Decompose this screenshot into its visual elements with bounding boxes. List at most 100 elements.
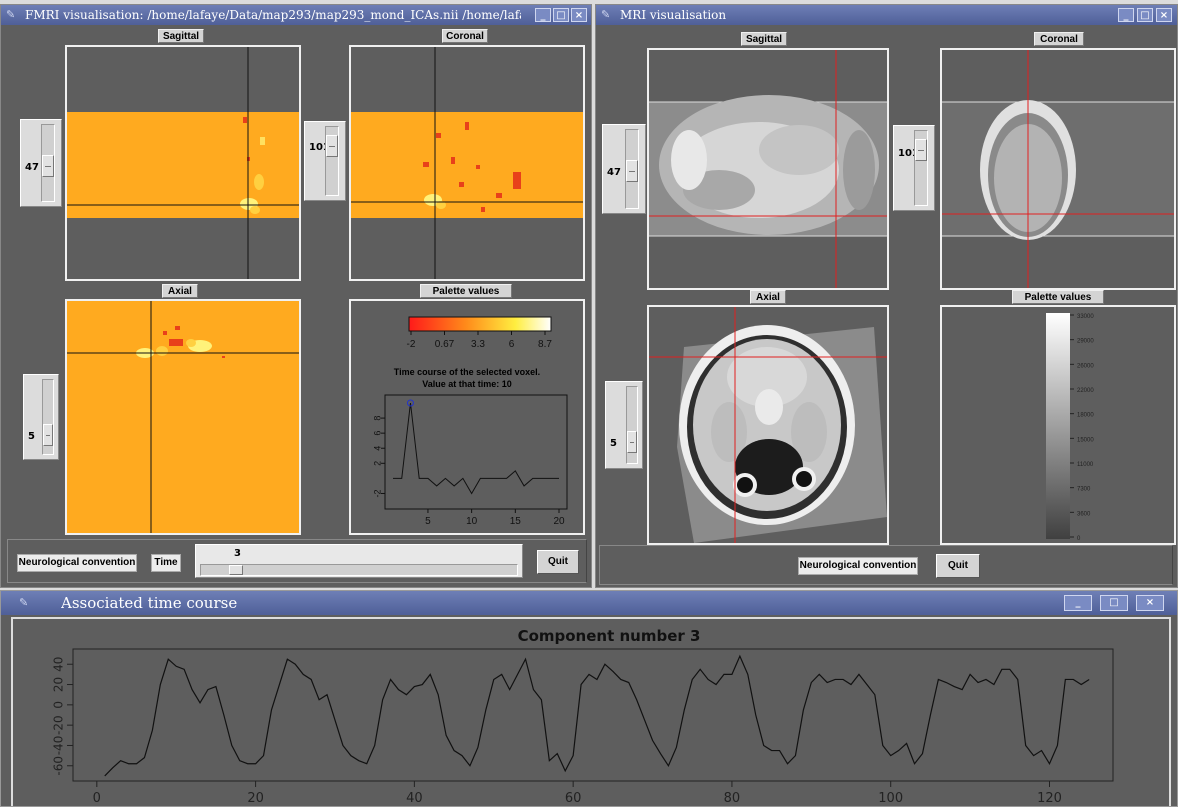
palette-tick-label: 15000 <box>1077 437 1094 443</box>
mri-titlebar[interactable]: ✎ MRI visualisation _ □ × <box>596 5 1177 25</box>
palette-tick-label: 3.3 <box>471 339 485 350</box>
slider-trough[interactable] <box>626 386 638 464</box>
x-tick-label: 100 <box>878 791 903 806</box>
component-plot-frame <box>72 648 1114 782</box>
slider-value: 5 <box>28 431 35 442</box>
y-tick-label: 2 <box>372 461 382 466</box>
palette-tick-label: 29000 <box>1077 339 1094 345</box>
x-tick-label: 120 <box>1037 791 1062 806</box>
palette-tick-label: 0 <box>1077 536 1081 542</box>
palette-tick-label: 18000 <box>1077 413 1094 419</box>
y-tick-label: 4 <box>372 446 382 451</box>
close-icon[interactable]: × <box>571 8 587 22</box>
quit-button[interactable]: Quit <box>537 550 579 574</box>
time-slider-thumb[interactable] <box>229 565 243 575</box>
palette-tick-label: 3600 <box>1077 511 1091 517</box>
time-slider-trough[interactable] <box>200 564 518 576</box>
palette-tick-label: 7300 <box>1077 487 1091 493</box>
palette-tick-label: 8.7 <box>538 339 552 350</box>
fmri-axial-view[interactable] <box>65 299 301 535</box>
mri-sagittal-view[interactable] <box>647 48 889 290</box>
mri-axial-view[interactable] <box>647 305 889 545</box>
x-tick-label: 20 <box>553 516 565 527</box>
y-tick-label: -60 <box>52 756 66 776</box>
mri-coronal-image <box>942 50 1174 288</box>
neurological-convention-label: Neurological convention <box>798 557 918 575</box>
mri-coronal-slider[interactable]: 101 <box>893 125 935 211</box>
mri-coronal-label: Coronal <box>1034 32 1084 46</box>
timecourse-title-line1: Time course of the selected voxel. <box>394 367 540 377</box>
maximize-icon[interactable]: □ <box>1100 595 1128 611</box>
palette-tick-label: 33000 <box>1077 314 1094 320</box>
minimize-icon[interactable]: _ <box>535 8 551 22</box>
maximize-icon[interactable]: □ <box>1137 8 1153 22</box>
palette-tick-label: 6 <box>509 339 515 350</box>
app-icon: ✎ <box>6 8 16 21</box>
slider-thumb[interactable] <box>42 155 54 177</box>
x-tick-label: 10 <box>466 516 478 527</box>
x-tick-label: 60 <box>565 791 582 806</box>
fmri-palette-plot: -2 0.67 3.3 6 8.7 Time course of the selecte… <box>372 316 568 527</box>
neurological-convention-label: Neurological convention <box>17 554 137 572</box>
fmri-coronal-image <box>351 47 583 279</box>
palette-tick-label: 26000 <box>1077 363 1094 369</box>
mri-axial-image <box>649 307 887 543</box>
palette-tick-label: 0.67 <box>435 339 455 350</box>
time-label: Time <box>151 554 181 572</box>
slider-thumb[interactable] <box>43 424 53 446</box>
mri-axial-slider[interactable]: 5 <box>605 381 643 469</box>
mri-axial-label: Axial <box>750 290 786 304</box>
time-slider[interactable]: 3 <box>195 544 523 578</box>
fmri-titlebar[interactable]: ✎ FMRI visualisation: /home/lafaye/Data/… <box>1 5 591 25</box>
minimize-icon[interactable]: _ <box>1064 595 1092 611</box>
y-tick-label: 20 <box>52 677 66 692</box>
x-tick-label: 0 <box>93 791 101 806</box>
y-tick-label: -20 <box>52 715 66 735</box>
slider-trough[interactable] <box>41 124 55 202</box>
mri-title: MRI visualisation <box>620 8 727 22</box>
slider-value: 101 <box>898 148 919 159</box>
slider-thumb[interactable] <box>627 431 637 453</box>
quit-button[interactable]: Quit <box>936 554 980 578</box>
timecourse-titlebar[interactable]: ✎ Associated time course _ □ × <box>1 591 1177 615</box>
fmri-sagittal-view[interactable] <box>65 45 301 281</box>
fmri-coronal-slider[interactable]: 101 <box>304 121 346 201</box>
mri-sagittal-slider[interactable]: 47 <box>602 124 646 214</box>
y-tick-label: 0 <box>52 701 66 709</box>
minimize-icon[interactable]: _ <box>1118 8 1134 22</box>
fmri-sagittal-image <box>67 47 299 279</box>
close-icon[interactable]: × <box>1156 8 1172 22</box>
y-tick-label: 8 <box>372 416 382 421</box>
timecourse-title: Associated time course <box>61 594 238 612</box>
fmri-axial-slider[interactable]: 5 <box>23 374 59 460</box>
timecourse-window: ✎ Associated time course _ □ × Component… <box>0 590 1178 807</box>
selected-time-marker <box>406 399 414 407</box>
mri-sagittal-image <box>649 50 887 288</box>
app-icon: ✎ <box>19 596 29 609</box>
mri-coronal-view[interactable] <box>940 48 1176 290</box>
mri-palette-view: 33000 29000 26000 22000 18000 15000 11000 7300 3… <box>940 305 1176 545</box>
mri-palette-label: Palette values <box>1012 290 1104 304</box>
x-tick-label: 5 <box>425 516 431 527</box>
mri-sagittal-label: Sagittal <box>741 32 787 46</box>
mri-window: ✎ MRI visualisation _ □ × Sagittal 47 Co… <box>595 4 1178 588</box>
slider-trough[interactable] <box>914 130 928 206</box>
fmri-coronal-view[interactable] <box>349 45 585 281</box>
slider-thumb[interactable] <box>326 135 338 157</box>
slider-trough[interactable] <box>42 379 54 455</box>
slider-trough[interactable] <box>625 129 639 209</box>
palette-tick-label: 22000 <box>1077 388 1094 394</box>
close-icon[interactable]: × <box>1136 595 1164 611</box>
fmri-sagittal-slider[interactable]: 47 <box>20 119 62 207</box>
maximize-icon[interactable]: □ <box>553 8 569 22</box>
slider-thumb[interactable] <box>915 139 927 161</box>
palette-tick-label: 11000 <box>1077 462 1094 468</box>
slider-value: 101 <box>309 142 330 153</box>
slider-thumb[interactable] <box>626 160 638 182</box>
x-tick-label: 40 <box>406 791 423 806</box>
fmri-coronal-label: Coronal <box>442 29 488 43</box>
timecourse-title-line2: Value at that time: 10 <box>422 379 512 389</box>
slider-trough[interactable] <box>325 126 339 196</box>
y-tick-label: 40 <box>52 657 66 672</box>
voxel-series-line <box>393 402 559 495</box>
